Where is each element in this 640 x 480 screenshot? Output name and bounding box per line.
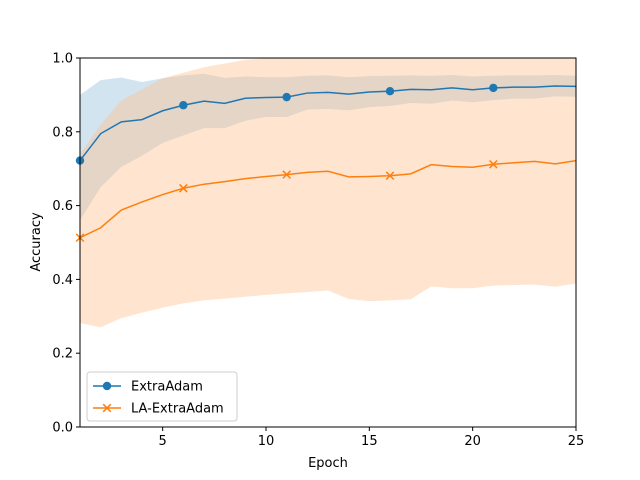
y-tick-label: 0.0 (52, 421, 73, 436)
point-la-extraadam-6 (179, 183, 188, 193)
legend-marker-extraadam (102, 381, 112, 391)
plot-frame (79, 57, 577, 428)
y-tick-label: 0.6 (52, 199, 73, 214)
x-tick-label: 25 (568, 434, 585, 449)
legend: ExtraAdam LA-ExtraAdam (86, 371, 238, 422)
band-la-extraadam (80, 58, 576, 328)
point-extraadam-21 (489, 83, 498, 93)
point-extraadam-6 (179, 101, 188, 110)
y-axis-title: Accuracy (29, 212, 44, 272)
series-markers (75, 83, 498, 243)
x-tick-label: 20 (464, 434, 481, 449)
x-tick-label: 5 (159, 434, 167, 449)
x-axis-ticks: 5 10 15 20 25 (159, 427, 585, 449)
legend-label: ExtraAdam (131, 380, 203, 395)
point-la-extraadam-16 (385, 171, 395, 181)
point-la-extraadam-21 (489, 159, 498, 169)
point-extraadam-16 (385, 87, 395, 96)
point-extraadam-11 (282, 92, 291, 102)
x-axis-title: Epoch (308, 456, 348, 471)
confidence-bands (80, 58, 576, 328)
legend-label: LA-ExtraAdam (131, 402, 224, 417)
x-tick-label: 15 (361, 434, 378, 449)
y-tick-label: 0.4 (52, 273, 73, 288)
legend-marker-la-extraadam (102, 403, 112, 413)
legend-box (86, 371, 238, 422)
x-tick-label: 10 (258, 434, 275, 449)
band-extraadam (80, 73, 576, 221)
y-tick-label: 0.8 (52, 125, 73, 140)
y-tick-label: 0.2 (52, 347, 73, 362)
y-axis-ticks: 0.0 0.2 0.4 0.6 0.8 1.0 (52, 52, 80, 436)
point-la-extraadam-11 (282, 170, 291, 179)
y-tick-label: 1.0 (52, 52, 73, 67)
